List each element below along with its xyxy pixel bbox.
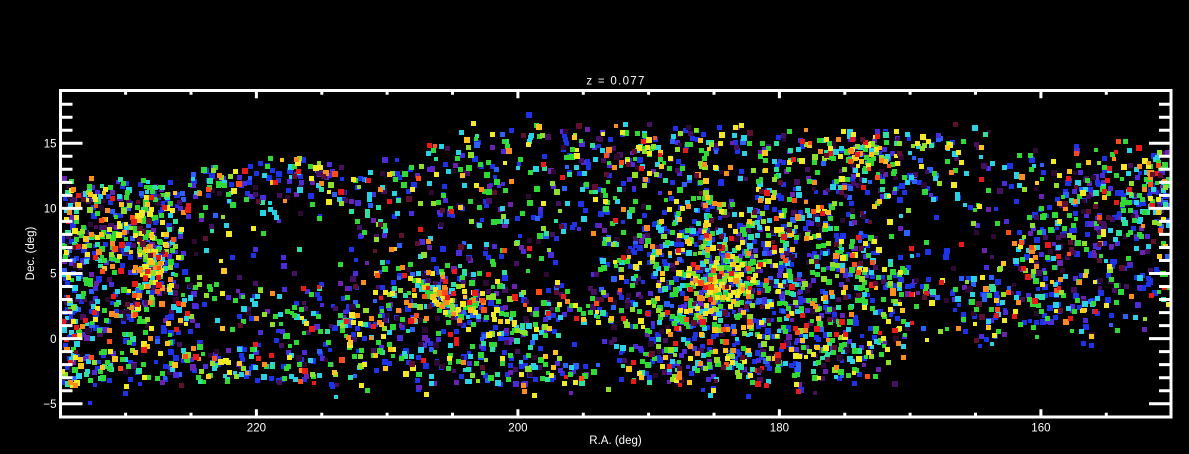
svg-text:Dec. (deg): Dec. (deg) xyxy=(25,226,37,280)
svg-text:−5: −5 xyxy=(43,399,56,411)
svg-text:z = 0.077: z = 0.077 xyxy=(586,76,645,88)
svg-text:5: 5 xyxy=(50,269,56,281)
svg-text:10: 10 xyxy=(44,204,57,216)
svg-text:15: 15 xyxy=(44,139,57,151)
svg-text:200: 200 xyxy=(508,423,527,435)
svg-text:R.A. (deg): R.A. (deg) xyxy=(589,435,642,447)
svg-text:220: 220 xyxy=(247,423,266,435)
svg-text:180: 180 xyxy=(770,423,789,435)
svg-text:160: 160 xyxy=(1031,423,1050,435)
svg-text:0: 0 xyxy=(50,334,56,346)
